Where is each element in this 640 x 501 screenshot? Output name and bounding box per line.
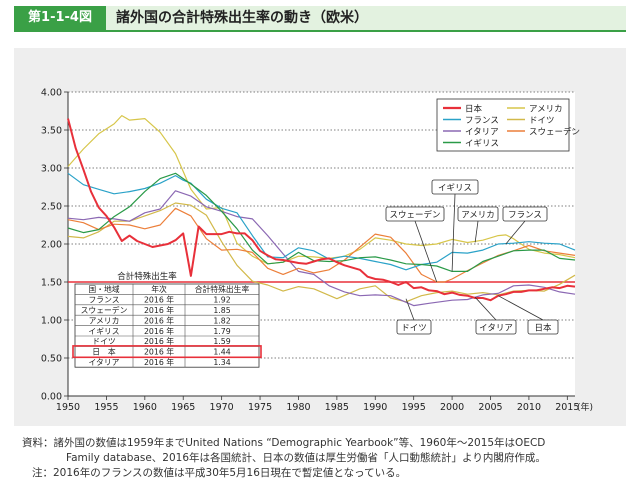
table-cell: 1.92 — [213, 296, 230, 305]
callout-box — [385, 206, 445, 222]
legend-label: ドイツ — [529, 116, 555, 126]
callout-label: アメリカ — [461, 211, 495, 221]
callout-label: フランス — [508, 211, 542, 221]
table-cell: 2016 年 — [144, 305, 174, 315]
x-tick-label: 2005 — [478, 402, 502, 413]
table-cell: イギリス — [88, 327, 119, 336]
callout-label: イタリア — [479, 324, 513, 334]
callout-leader — [414, 220, 438, 283]
callout-leader — [405, 298, 415, 321]
x-tick-label: 1990 — [363, 402, 387, 413]
table-header-cell: 年次 — [151, 284, 167, 294]
y-tick-label: 3.50 — [41, 126, 62, 137]
chart-notes: 資料：諸外国の数値は1959年までUnited Nations “Demogra… — [22, 436, 622, 481]
callout-box — [457, 206, 499, 222]
x-tick-label: 1970 — [210, 402, 234, 413]
source-line-1: 諸外国の数値は1959年までUnited Nations “Demographi… — [53, 437, 546, 449]
series-line-5 — [67, 190, 576, 307]
table-cell: 2016 年 — [144, 336, 174, 346]
callout-box — [475, 319, 517, 335]
table-highlight-japan — [72, 345, 262, 359]
legend-label: スウェーデン — [529, 127, 580, 138]
figure-title: 諸外国の合計特殊出生率の動き（欧米） — [116, 10, 368, 26]
series-line-3 — [67, 172, 576, 271]
fertility-rate-chart: 0.00 0.50 1.00 1.50 2.00 2.50 3.00 3.50 4.00 1950… — [41, 88, 593, 414]
callout-label: スウェーデン — [389, 210, 440, 221]
callout-box — [431, 179, 479, 195]
table-cell: 1.44 — [213, 348, 230, 357]
figure-number: 第1-1-4図 — [14, 6, 106, 30]
y-tick-label: 0.50 — [41, 354, 62, 365]
table-cell: 1.34 — [213, 358, 230, 367]
x-tick-label: 1980 — [286, 402, 310, 413]
note-text: 2016年のフランスの数値は平成30年5月16日現在で暫定値となっている。 — [53, 467, 407, 479]
table-cell: 2016 年 — [144, 357, 174, 367]
table-cell: 1.85 — [213, 306, 230, 315]
y-tick-label: 4.00 — [41, 88, 62, 99]
x-tick-label: 2010 — [517, 402, 541, 413]
y-tick-label: 2.50 — [41, 202, 62, 213]
callout-label: ドイツ — [401, 324, 427, 334]
series-line-1 — [67, 118, 576, 302]
x-tick-label: 2015 — [555, 402, 579, 413]
table-cell: アメリカ — [89, 316, 120, 325]
x-tick-label: 1960 — [133, 402, 157, 413]
callout-leader — [451, 193, 456, 272]
table-cell: 1.59 — [213, 337, 230, 346]
legend-label: 日本 — [465, 104, 483, 115]
y-tick-label: 1.00 — [41, 316, 62, 327]
note-label: 注： — [32, 467, 53, 479]
callout-box — [527, 319, 559, 335]
legend-label: イギリス — [465, 139, 499, 149]
series-line-7 — [67, 172, 576, 272]
x-tick-label: 1985 — [325, 402, 349, 413]
legend-label: フランス — [465, 116, 499, 126]
y-tick-label: 0.00 — [41, 392, 62, 403]
source-label: 資料： — [22, 437, 54, 449]
x-tick-label: 1950 — [56, 402, 80, 413]
table-cell: 2016 年 — [144, 295, 174, 305]
y-tick-label: 2.00 — [41, 240, 62, 251]
x-tick-label: 1975 — [248, 402, 272, 413]
x-unit-label: (年) — [577, 401, 593, 413]
table-title: 合計特殊出生率 — [117, 271, 177, 282]
table-cell: イタリア — [89, 358, 120, 367]
table-header-cell: 合計特殊出生率 — [195, 284, 250, 294]
table-header-cell: 国・地域 — [88, 284, 119, 294]
table-cell: 2016 年 — [144, 347, 174, 357]
callout-leader — [497, 295, 544, 321]
callout-leader — [474, 296, 497, 321]
table-cell: 日 本 — [92, 347, 116, 357]
callout-label: イギリス — [438, 184, 472, 194]
table-cell: 1.79 — [213, 327, 230, 336]
source-line-2: Family database、2016年は各国統計、日本の数値は厚生労働省「人… — [66, 452, 546, 464]
legend-label: イタリア — [465, 128, 499, 138]
table-cell: 2016 年 — [144, 315, 174, 325]
x-tick-label: 1955 — [94, 402, 118, 413]
table-cell: フランス — [88, 296, 119, 305]
callout-label: 日本 — [534, 323, 552, 334]
callout-leader — [474, 220, 479, 243]
table-cell: 1.82 — [213, 316, 230, 325]
x-tick-label: 1965 — [171, 402, 195, 413]
table-cell: ドイツ — [92, 337, 116, 346]
callout-box — [396, 319, 432, 335]
legend-label: アメリカ — [529, 105, 563, 115]
x-tick-label: 1995 — [402, 402, 426, 413]
y-tick-label: 3.00 — [41, 164, 62, 175]
y-tick-label: 1.50 — [41, 278, 62, 289]
callout-leader — [505, 220, 526, 245]
series-line-2 — [67, 115, 576, 265]
table-cell: スウェーデン — [81, 305, 128, 315]
figure-header: 第1-1-4図 諸外国の合計特殊出生率の動き（欧米） — [14, 6, 626, 32]
x-tick-label: 2000 — [440, 402, 464, 413]
table-cell: 2016 年 — [144, 326, 174, 336]
callout-box — [502, 206, 548, 222]
series-line-6 — [67, 207, 576, 283]
